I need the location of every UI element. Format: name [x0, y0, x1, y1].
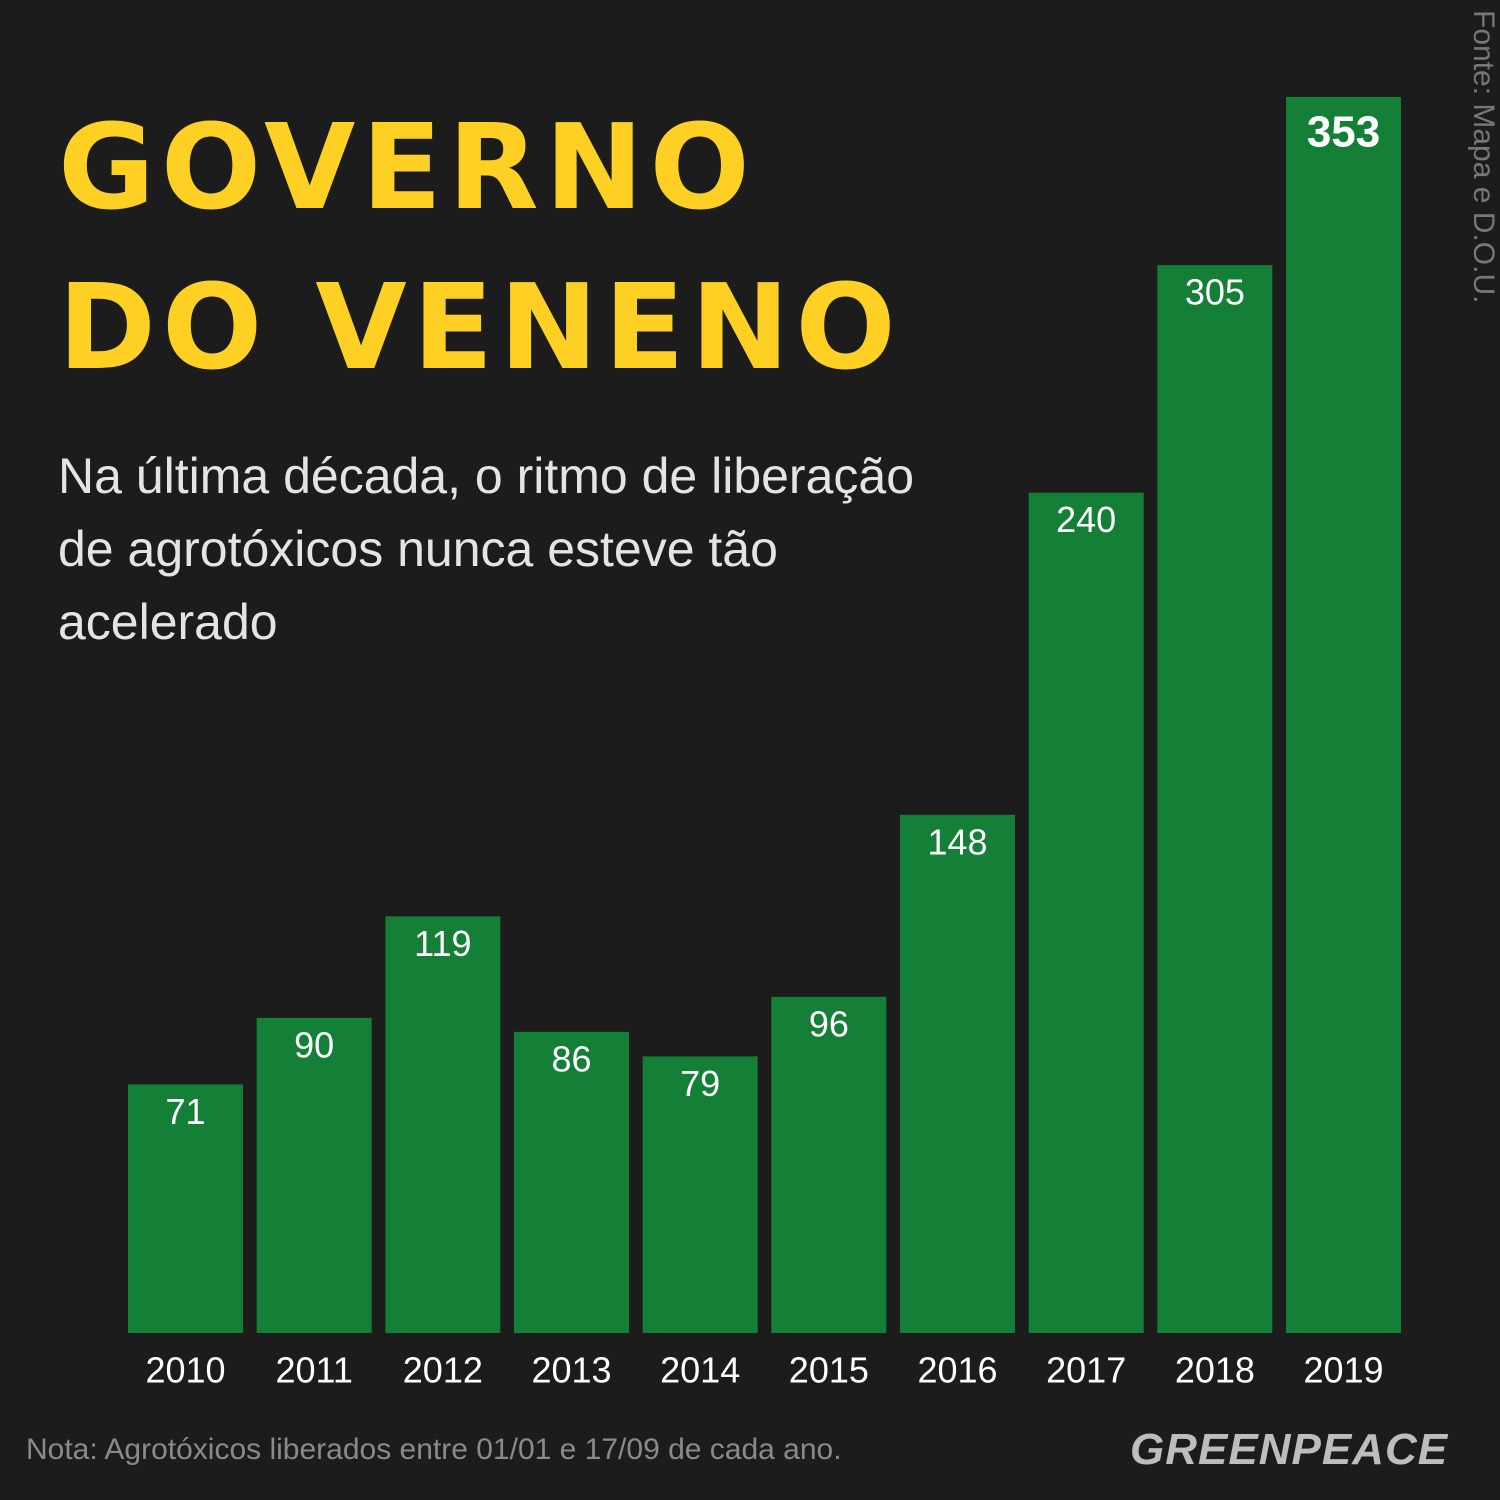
- bar: [1286, 97, 1402, 1333]
- bar: [900, 814, 1016, 1333]
- value-label: 353: [1307, 108, 1380, 157]
- x-tick-label: 2014: [660, 1350, 740, 1391]
- value-label: 96: [809, 1003, 849, 1044]
- bar: [1028, 492, 1144, 1334]
- bar: [385, 916, 501, 1333]
- x-tick-label: 2018: [1175, 1350, 1255, 1391]
- value-label: 86: [551, 1038, 591, 1079]
- x-tick-label: 2016: [917, 1350, 997, 1391]
- value-label: 119: [414, 923, 471, 964]
- bar: [256, 1017, 372, 1333]
- bar: [514, 1031, 630, 1333]
- value-label: 79: [680, 1063, 720, 1104]
- x-tick-label: 2012: [403, 1350, 483, 1391]
- subtitle: Na última década, o ritmo de liberação d…: [58, 448, 915, 650]
- bar: [771, 996, 887, 1333]
- value-label: 71: [165, 1091, 205, 1132]
- value-label: 240: [1056, 499, 1116, 540]
- logo: GREENPEACE: [1130, 1425, 1449, 1474]
- note: Nota: Agrotóxicos liberados entre 01/01 …: [26, 1433, 842, 1466]
- title-line: DO VENENO: [58, 258, 902, 396]
- x-tick-label: 2015: [789, 1350, 869, 1391]
- x-tick-label: 2017: [1046, 1350, 1126, 1391]
- x-tick-label: 2013: [531, 1350, 611, 1391]
- value-label: 305: [1185, 272, 1245, 313]
- title-line: GOVERNO: [58, 98, 756, 236]
- source: Fonte: Mapa e D.O.U.: [1467, 10, 1500, 304]
- x-tick-label: 2019: [1303, 1350, 1383, 1391]
- bar: [1157, 265, 1273, 1333]
- value-label: 148: [927, 821, 987, 862]
- x-tick-label: 2010: [145, 1350, 225, 1391]
- x-tick-label: 2011: [275, 1350, 352, 1391]
- bar: [128, 1084, 243, 1333]
- bar: [642, 1056, 758, 1333]
- value-label: 90: [294, 1024, 334, 1065]
